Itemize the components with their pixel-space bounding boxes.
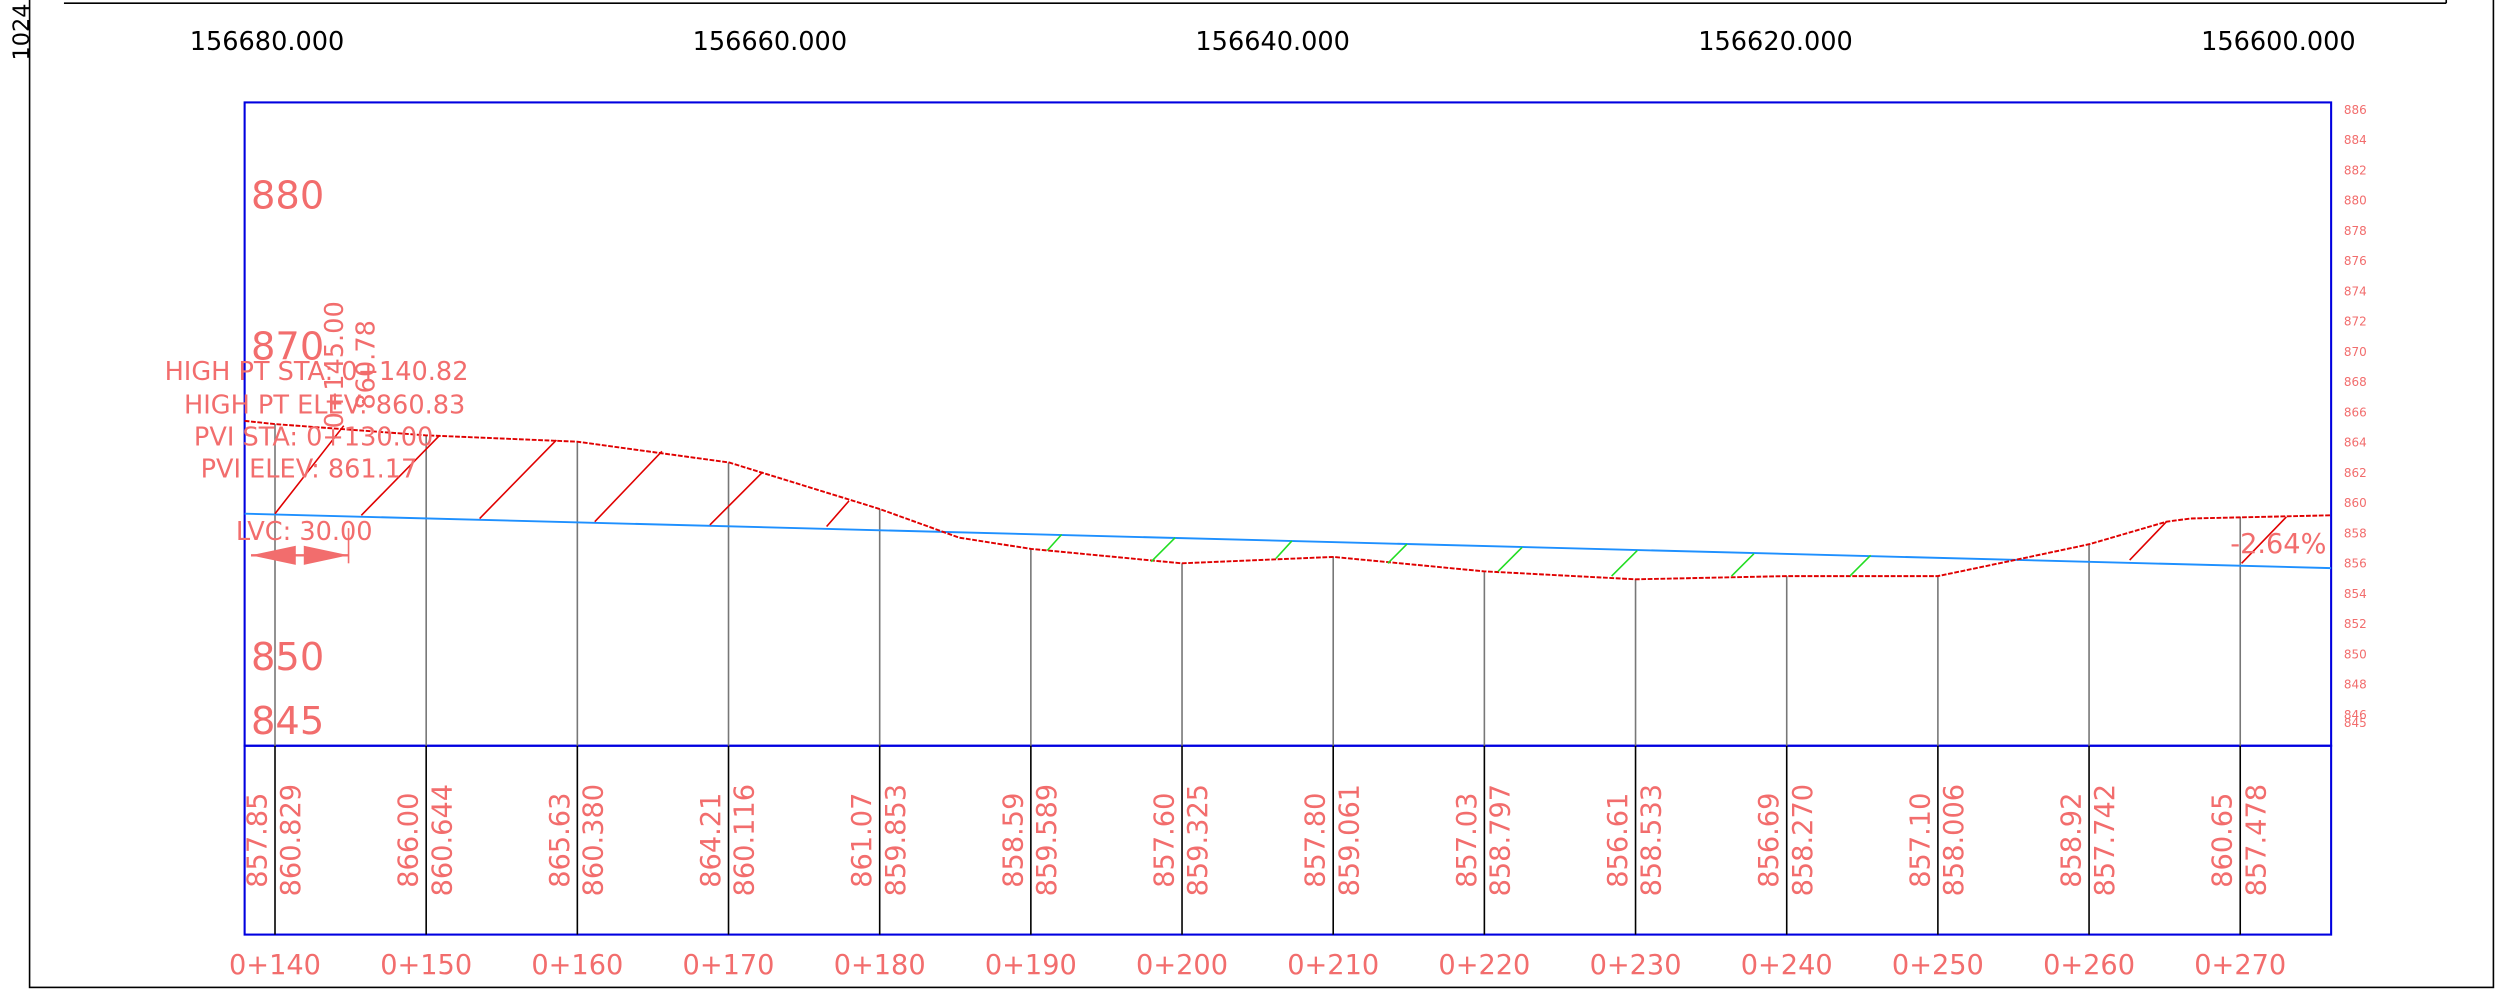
fill-hatch (274, 425, 2287, 564)
station-label: 0+140 (229, 950, 321, 981)
right-tick-label: 858 (2344, 526, 2367, 540)
design-line (244, 512, 2332, 570)
coord-label: 156640.000 (1195, 27, 1350, 57)
ground-elevation: 858.92 (2057, 793, 2088, 888)
cut-hatch (1046, 533, 1872, 577)
right-tick-label: 876 (2344, 254, 2367, 268)
right-tick-label: 862 (2344, 466, 2367, 480)
ground-elevation: 860.65 (2208, 793, 2239, 888)
station-label: 0+210 (1287, 950, 1379, 981)
ground-elevation: 856.69 (1754, 793, 1785, 888)
design-elevation: 858.006 (1939, 784, 1970, 896)
station-label: 0+240 (1741, 950, 1833, 981)
coord-label: 156680.000 (190, 27, 345, 57)
design-elevation: 857.478 (2241, 784, 2272, 896)
annotation: HIGH PT STA: 0+140.82 (165, 357, 469, 387)
station-label: 0+190 (985, 950, 1077, 981)
ground-elevation: 861.07 (847, 793, 878, 888)
ground-elevation: 857.10 (1905, 793, 1936, 888)
design-elevation: 859.589 (1032, 784, 1063, 896)
ground-elevation: 857.80 (1301, 793, 1332, 888)
annotation: PVI STA: 0+130.00 (194, 422, 433, 452)
design-elevation: 860.116 (730, 784, 761, 896)
right-tick-label: 856 (2344, 557, 2367, 571)
design-elevation: 857.742 (2090, 784, 2121, 896)
ground-elevation: 857.03 (1452, 793, 1483, 888)
right-tick-label: 880 (2344, 194, 2367, 208)
annotation: HIGH PT ELEV: 860.83 (184, 390, 465, 420)
elevation-label: 850 (251, 635, 324, 680)
coord-label: 156620.000 (1698, 27, 1853, 57)
elevation-label: 870 (251, 325, 324, 370)
design-elevation: 858.797 (1485, 784, 1516, 896)
design-elevation: 859.853 (881, 784, 912, 896)
design-elevation: 859.061 (1334, 784, 1365, 896)
right-tick-label: 878 (2344, 224, 2367, 238)
right-tick-label: 864 (2344, 436, 2367, 450)
station-label: 0+260 (2043, 950, 2135, 981)
station-label: 0+270 (2194, 950, 2286, 981)
elevation-label: 880 (251, 173, 324, 218)
elevation-label: 845 (251, 699, 324, 744)
station-label: 0+170 (683, 950, 775, 981)
design-elevation: 859.325 (1183, 784, 1214, 896)
annotation: LVC: 30.00 (236, 517, 373, 547)
right-tick-label: 882 (2344, 163, 2367, 177)
labels: 156680.000 156660.000 156640.000 156620.000… (165, 27, 2367, 981)
design-elevation: 858.270 (1788, 784, 1819, 896)
right-tick-label: 866 (2344, 405, 2367, 419)
station-label: 0+150 (380, 950, 472, 981)
right-tick-label: 860 (2344, 496, 2367, 510)
ground-elevation: 864.21 (696, 793, 727, 888)
design-elevation: 860.829 (276, 784, 307, 896)
right-tick-label: 886 (2344, 103, 2367, 117)
right-tick-label: 868 (2344, 375, 2367, 389)
ground-elevation: 858.59 (998, 793, 1029, 888)
table-box (243, 744, 2333, 936)
station-label: 0+200 (1136, 950, 1228, 981)
right-tick-label: 872 (2344, 315, 2367, 329)
coord-label: 156660.000 (693, 27, 848, 57)
station-label: 0+250 (1892, 950, 1984, 981)
vertical-annotation: 860.78 (352, 320, 382, 410)
grade-label: -2.64% (2230, 529, 2326, 560)
ground-elevation: 857.85 (243, 793, 274, 888)
ground-elevation: 865.63 (545, 793, 576, 888)
station-label: 0+220 (1438, 950, 1530, 981)
right-tick-label: 870 (2344, 345, 2367, 359)
coord-label: 156600.000 (2201, 27, 2356, 57)
right-tick-label: 884 (2344, 133, 2367, 147)
corner-label: 1024 (9, 4, 35, 61)
right-tick-label: 845 (2344, 716, 2367, 730)
station-label: 0+180 (834, 950, 926, 981)
right-tick-label: 854 (2344, 587, 2367, 601)
station-label: 0+160 (531, 950, 623, 981)
outer-frame (28, 0, 2495, 989)
station-label: 0+230 (1590, 950, 1682, 981)
right-tick-label: 850 (2344, 647, 2367, 661)
right-tick-label: 848 (2344, 678, 2367, 692)
right-tick-label: 846 (2344, 708, 2367, 722)
design-elevation: 858.533 (1637, 784, 1668, 896)
station-lines (274, 424, 2242, 935)
vertical-annotation: 0+145.00 (320, 301, 350, 428)
ground-line (244, 419, 2332, 581)
ground-elevation: 856.61 (1603, 793, 1634, 888)
design-elevation: 860.380 (578, 784, 609, 896)
right-tick-label: 874 (2344, 284, 2367, 298)
annotation: PVI ELEV: 861.17 (201, 454, 418, 484)
lvc-arrow (251, 528, 350, 565)
ground-elevation: 857.60 (1150, 793, 1181, 888)
design-elevation: 860.644 (427, 784, 458, 896)
ground-elevation: 866.00 (394, 793, 425, 888)
right-tick-label: 852 (2344, 617, 2367, 631)
